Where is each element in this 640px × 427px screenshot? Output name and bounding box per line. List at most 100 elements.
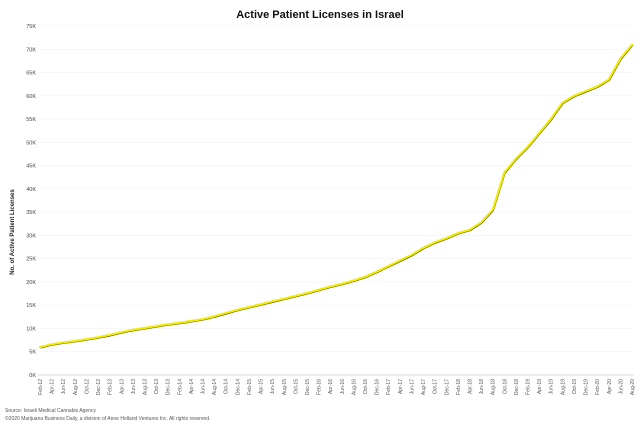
data-point (398, 259, 401, 262)
data-point (62, 341, 65, 344)
x-tick-label: Dec-16 (375, 379, 381, 395)
data-point (201, 318, 204, 321)
x-tick-label: Apr-14 (189, 379, 195, 394)
y-tick-label: 70K (26, 47, 36, 53)
copyright-note: ©2020 Marijuana Business Daily, a divisi… (5, 416, 211, 422)
x-tick-label: Apr-15 (259, 379, 265, 394)
x-tick-label: Feb-16 (317, 379, 323, 395)
x-tick-label: Apr-13 (119, 379, 125, 394)
x-tick-label: Feb-20 (595, 379, 601, 395)
x-tick-label: Jun-12 (61, 379, 67, 395)
x-tick-label: Aug-20 (630, 379, 636, 395)
data-point (631, 43, 633, 46)
x-tick-label: Aug-15 (282, 379, 288, 395)
x-tick-label: Apr-19 (537, 379, 543, 394)
series-points (39, 43, 633, 348)
y-tick-label: 60K (26, 94, 36, 100)
data-point (178, 321, 181, 324)
x-tick-label: Feb-15 (247, 379, 253, 395)
data-point (340, 282, 343, 285)
data-point (503, 171, 506, 174)
data-point (143, 327, 146, 329)
data-point (364, 275, 366, 278)
series-line-shadow (40, 45, 634, 349)
data-point (85, 338, 88, 341)
x-tick-label: Aug-12 (73, 379, 79, 395)
data-point (549, 118, 552, 120)
data-point (166, 323, 169, 326)
data-point (387, 265, 390, 268)
y-tick-labels: 0K 5K 10K 15K 20K 25K 30K 35K 40K 45K 50K 55K 60K 65K… (26, 24, 36, 379)
x-tick-label: Jun-16 (340, 379, 346, 395)
x-tick-label: Dec-19 (584, 379, 590, 395)
data-point (468, 228, 471, 231)
x-tick-label: Aug-17 (421, 379, 427, 395)
x-tick-label: Dec-13 (166, 379, 172, 395)
data-point (515, 157, 517, 160)
data-point (306, 292, 308, 295)
y-tick-label: 15K (26, 303, 36, 309)
series-line (38, 43, 634, 349)
y-tick-label: 45K (26, 164, 36, 170)
x-tick-label: Jun-18 (479, 379, 485, 395)
x-tick-label: Oct-15 (293, 379, 299, 394)
x-tick-label: Oct-12 (84, 379, 90, 394)
data-point (375, 270, 378, 273)
data-point (573, 94, 575, 97)
data-point (282, 297, 285, 300)
x-tick-label: Apr-12 (50, 379, 56, 394)
data-point (73, 340, 76, 342)
x-tick-label: Feb-17 (386, 379, 392, 395)
x-tick-label: Dec-14 (235, 379, 241, 395)
x-tick-label: Aug-19 (560, 379, 566, 395)
x-tick-label: Apr-16 (328, 379, 334, 394)
x-tick-label: Dec-17 (444, 379, 450, 395)
data-point (155, 325, 157, 328)
data-point (526, 146, 529, 148)
y-tick-label: 30K (26, 233, 36, 239)
x-tick-label: Dec-15 (305, 379, 311, 395)
x-tick-label: Jun-13 (131, 379, 137, 395)
chart-title: Active Patient Licenses in Israel (236, 9, 404, 21)
x-tick-label: Feb-12 (38, 379, 44, 395)
gridlines (38, 25, 632, 376)
x-tick-label: Oct-19 (572, 379, 578, 394)
data-point (422, 247, 424, 249)
data-point (224, 312, 227, 315)
x-tick-label: Oct-14 (224, 379, 230, 394)
data-point (259, 303, 262, 306)
x-tick-label: Feb-13 (108, 379, 114, 395)
y-tick-label: 5K (29, 350, 36, 356)
x-tick-label: Feb-19 (526, 379, 532, 395)
data-point (561, 101, 564, 104)
x-tick-label: Aug-18 (491, 379, 497, 395)
data-point (39, 346, 41, 348)
x-tick-label: Oct-16 (363, 379, 369, 394)
data-point (317, 288, 320, 291)
data-point (480, 221, 482, 224)
data-point (410, 254, 413, 256)
data-point (596, 85, 599, 88)
x-tick-label: Oct-13 (154, 379, 160, 394)
x-tick-label: Apr-17 (398, 379, 404, 394)
data-point (190, 320, 192, 322)
data-point (607, 78, 610, 81)
data-point (445, 237, 448, 240)
data-point (50, 343, 53, 346)
y-tick-label: 20K (26, 280, 36, 286)
y-tick-label: 55K (26, 117, 36, 123)
x-tick-label: Jun-17 (409, 379, 415, 395)
x-tick-label: Dec-18 (514, 379, 520, 395)
y-axis-label: No. of Active Patient Licenses (10, 189, 16, 275)
y-tick-label: 50K (26, 140, 36, 146)
data-point (456, 232, 459, 234)
x-tick-label: Aug-14 (212, 379, 218, 395)
data-point (491, 208, 494, 211)
y-tick-label: 10K (26, 326, 36, 332)
data-point (294, 294, 297, 297)
x-tick-label: Aug-13 (142, 379, 148, 395)
y-tick-label: 40K (26, 187, 36, 193)
x-tick-label: Oct-18 (502, 379, 508, 394)
data-point (584, 90, 587, 93)
